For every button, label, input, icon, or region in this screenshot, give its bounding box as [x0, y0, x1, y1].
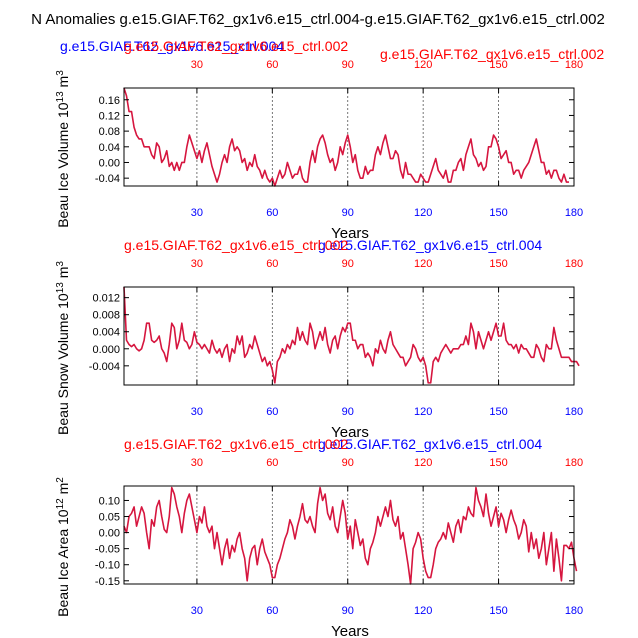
x-tick-label-top: 30 — [191, 457, 203, 469]
x-tick-label-top: 120 — [414, 59, 432, 71]
y-tick-label: -0.15 — [95, 576, 120, 588]
x-axis-title: Years — [331, 424, 369, 441]
y-tick-label: -0.05 — [95, 544, 120, 556]
y-tick-label: 0.10 — [99, 495, 120, 507]
y-axis-title: Beau Ice Area 1012 m2 — [55, 477, 71, 617]
x-tick-label: 180 — [565, 207, 583, 219]
x-tick-label-top: 120 — [414, 258, 432, 270]
y-tick-label: -0.004 — [89, 361, 120, 373]
main-title: N Anomalies g.e15.GIAF.T62_gx1v6.e15_ctr… — [31, 11, 605, 28]
case-label-blue: g.e15.GIAF.T62_gx1v6.e15_ctrl.004 — [60, 38, 284, 54]
y-axis-title-part: Beau Ice Volume 10 — [55, 102, 71, 228]
plot-frame — [123, 286, 575, 386]
case-label-red-right: g.e15.GIAF.T62_gx1v6.e15_ctrl.002 — [380, 46, 604, 62]
x-tick-label-top: 180 — [565, 258, 583, 270]
x-tick-label-top: 60 — [266, 457, 278, 469]
chart-panel-1: -0.04 0.00 0.04 0.08 0.12 0.16 30 30 60 60 90 90 120… — [55, 38, 604, 242]
case-label-red: g.e15.GIAF.T62_gx1v6.e15_ctrl.002 — [124, 237, 348, 253]
x-tick-label: 30 — [191, 605, 203, 617]
y-tick-label: 0.00 — [99, 528, 120, 540]
x-tick-label-top: 30 — [191, 59, 203, 71]
x-tick-label: 150 — [489, 406, 507, 418]
series-line — [123, 286, 580, 384]
y-axis-title-part: 13 — [55, 282, 66, 294]
panels: -0.040.000.040.080.120.16303060609090120… — [55, 38, 604, 638]
y-axis-title-part: 12 — [55, 498, 66, 510]
series-line — [123, 87, 569, 187]
chart-panel-3: -0.15 -0.10 -0.05 0.00 0.05 0.10 30 30 60 60 90 90 1… — [55, 436, 583, 638]
x-tick-label: 30 — [191, 406, 203, 418]
y-tick-label: 0.008 — [92, 310, 120, 322]
y-tick-label: 0.12 — [99, 110, 120, 122]
x-tick-label: 30 — [191, 207, 203, 219]
y-tick-label: 0.004 — [92, 327, 120, 339]
chart-panel-2: -0.004 0.000 0.004 0.008 0.012 30 30 60 60 90 90 12… — [55, 237, 583, 441]
x-tick-label-top: 150 — [489, 59, 507, 71]
x-tick-label: 120 — [414, 207, 432, 219]
y-tick-label: 0.05 — [99, 512, 120, 524]
y-tick-label: 0.16 — [99, 95, 120, 107]
x-tick-label: 150 — [489, 605, 507, 617]
y-tick-label: 0.08 — [99, 126, 120, 138]
y-axis-title-part: 2 — [55, 477, 66, 483]
case-label-blue: g.e15.GIAF.T62_gx1v6.e15_ctrl.004 — [318, 436, 542, 452]
y-axis-title-part: 3 — [55, 261, 66, 267]
y-axis-title-part: 3 — [55, 70, 66, 76]
y-tick-label: 0.000 — [92, 344, 120, 356]
x-axis-title: Years — [331, 225, 369, 242]
x-tick-label-top: 150 — [489, 258, 507, 270]
y-tick-label: -0.10 — [95, 560, 120, 572]
y-axis-title: Beau Ice Volume 1013 m3 — [55, 70, 71, 228]
plot-frame — [123, 87, 575, 187]
x-tick-label: 180 — [565, 406, 583, 418]
x-tick-label: 180 — [565, 605, 583, 617]
x-tick-label: 90 — [342, 605, 354, 617]
x-tick-label: 60 — [266, 406, 278, 418]
x-tick-label: 120 — [414, 605, 432, 617]
x-tick-label-top: 180 — [565, 457, 583, 469]
x-axis-title: Years — [331, 623, 369, 638]
x-tick-label: 150 — [489, 207, 507, 219]
x-tick-label-top: 30 — [191, 258, 203, 270]
y-axis-title-part: Beau Snow Volume 10 — [55, 293, 71, 435]
case-label-red: g.e15.GIAF.T62_gx1v6.e15_ctrl.002 — [124, 38, 348, 54]
y-axis-title-part: Beau Ice Area 10 — [55, 509, 71, 617]
x-tick-label-top: 120 — [414, 457, 432, 469]
y-tick-label: 0.012 — [92, 293, 120, 305]
y-tick-label: 0.04 — [99, 142, 120, 154]
case-label-red: g.e15.GIAF.T62_gx1v6.e15_ctrl.002 — [124, 436, 348, 452]
x-tick-label-top: 90 — [342, 457, 354, 469]
case-label-blue: g.e15.GIAF.T62_gx1v6.e15_ctrl.004 — [318, 237, 542, 253]
x-tick-label-top: 90 — [342, 258, 354, 270]
y-axis-title-part: m — [55, 267, 71, 283]
y-tick-label: 0.00 — [99, 157, 120, 169]
x-tick-label: 120 — [414, 406, 432, 418]
x-tick-label-top: 60 — [266, 258, 278, 270]
series-line — [123, 486, 578, 585]
x-tick-label-top: 60 — [266, 59, 278, 71]
x-tick-label: 90 — [342, 207, 354, 219]
y-axis-title-part: m — [55, 76, 71, 92]
x-tick-label: 60 — [266, 605, 278, 617]
x-tick-label-top: 180 — [565, 59, 583, 71]
y-tick-label: -0.04 — [95, 173, 120, 185]
x-tick-label-top: 150 — [489, 457, 507, 469]
x-tick-label: 90 — [342, 406, 354, 418]
y-axis-title-part: 13 — [55, 91, 66, 103]
x-tick-label-top: 90 — [342, 59, 354, 71]
y-axis-title-part: m — [55, 483, 71, 499]
plot-frame — [123, 485, 575, 585]
x-tick-label: 60 — [266, 207, 278, 219]
y-axis-title: Beau Snow Volume 1013 m3 — [55, 261, 71, 435]
